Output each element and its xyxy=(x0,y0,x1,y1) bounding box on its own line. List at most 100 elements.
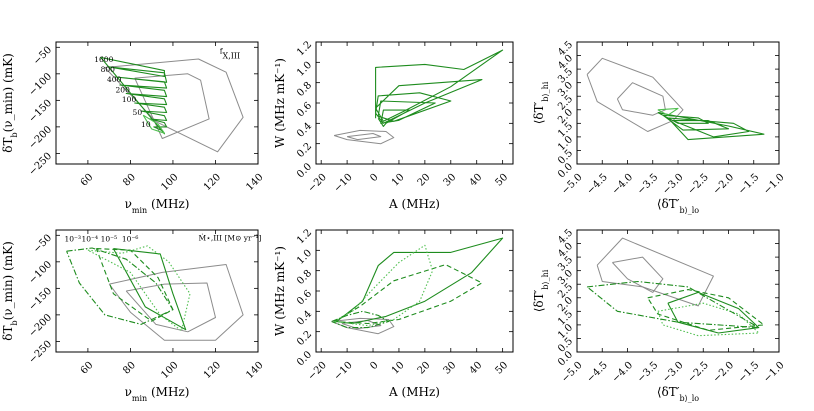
series-green-light xyxy=(142,114,165,134)
x-tick-label: 120 xyxy=(202,172,223,193)
series-green-dashed xyxy=(647,289,765,331)
y-tick-label: 1.0 xyxy=(295,60,314,79)
y-tick-label: −100 xyxy=(27,259,54,286)
x-tick-label: −1.0 xyxy=(762,172,787,197)
y-tick-label: −200 xyxy=(27,124,54,151)
series-green-solid xyxy=(336,237,504,325)
x-axis-label: A (MHz) xyxy=(388,197,440,211)
series-green-dashdot xyxy=(331,310,390,329)
y-tick-label: 0.6 xyxy=(295,288,314,307)
y-tick-label: −200 xyxy=(27,312,54,339)
x-axis-label: νmin (MHz) xyxy=(125,385,190,403)
axes-frame xyxy=(315,41,514,165)
x-tick-label: 30 xyxy=(442,172,459,189)
x-tick-label: 0 xyxy=(368,360,380,372)
x-tick-label: 50 xyxy=(494,360,511,377)
x-tick-label: −1.5 xyxy=(736,360,761,385)
axes-frame xyxy=(315,229,514,353)
y-tick-label: −150 xyxy=(27,286,54,313)
series-gray-outer xyxy=(586,57,684,132)
panel-bottom-left: 60 80 100 120 140 −50 −100−150−200−250 νmin (MH… xyxy=(1,229,266,403)
y-tick-label: 0.6 xyxy=(295,100,314,119)
y-tick-label: 1.2 xyxy=(295,39,314,58)
x-tick-label: −3.0 xyxy=(661,172,686,197)
x-axis-label: ⟨δT′b⟩_lo xyxy=(657,385,699,403)
x-tick-label: −10 xyxy=(332,172,355,195)
x-tick-label: −1.0 xyxy=(762,360,787,385)
y-tick-label: 1.2 xyxy=(295,227,314,246)
x-tick-label: 60 xyxy=(79,360,96,377)
series-gray-outer xyxy=(596,237,714,307)
x-tick-label: 140 xyxy=(244,172,265,193)
series-green-dashdot xyxy=(66,247,174,325)
annotation-label: 800 xyxy=(101,65,116,74)
x-tick-label: −2.5 xyxy=(686,360,711,385)
x-tick-label: 40 xyxy=(468,172,485,189)
x-tick-label: −1.5 xyxy=(736,172,761,197)
annotation-label: 200 xyxy=(116,85,131,94)
series-green-dashdot xyxy=(586,280,760,329)
annotation-label: 10 xyxy=(141,120,151,129)
y-tick-label: −250 xyxy=(27,151,54,178)
annotation-label: fX,III xyxy=(220,47,241,61)
panel-bottom-center: −20 −10 0 10 20 30 40 50 0.00.20.4 0.60.81.0 1.2 A … xyxy=(273,227,514,399)
x-tick-label: 100 xyxy=(159,360,180,381)
x-tick-label: 80 xyxy=(121,360,138,377)
x-tick-label: −4.5 xyxy=(585,172,610,197)
y-tick-label: −100 xyxy=(27,71,54,98)
y-axis-label: δTb(ν_min) (mK) xyxy=(1,53,19,152)
series-green-solid xyxy=(112,248,187,331)
series-green-dotted xyxy=(333,244,434,327)
series-gray-inner xyxy=(612,256,664,293)
y-tick-label: 0.2 xyxy=(295,329,314,348)
panel-top-center: −20 −10 0 10 20 30 40 50 0.00.20.4 0.60.81.0 1.2 A … xyxy=(273,39,514,211)
y-tick-label: 0.8 xyxy=(295,268,314,287)
series-green-tracks xyxy=(657,111,765,141)
y-tick-label: 4.5 xyxy=(556,227,575,246)
x-tick-label: −2.0 xyxy=(711,172,736,197)
y-tick-label: 0.2 xyxy=(295,141,314,160)
y-axis-label: ⟨δT′b⟩_hi xyxy=(532,269,550,312)
annotation-label: 50 xyxy=(133,108,143,117)
panel-bottom-right: −5.0 −4.5 −4.0 −3.5 −3.0 −2.5 −2.0 −1.5 −1.00.00… xyxy=(532,227,787,402)
y-tick-label: 0.4 xyxy=(295,121,314,140)
series-green-dotted xyxy=(87,245,191,332)
annotation-label: 100 xyxy=(122,95,137,104)
x-tick-label: 20 xyxy=(416,172,433,189)
x-tick-label: −4.0 xyxy=(610,360,635,385)
x-tick-label: 30 xyxy=(442,360,459,377)
axes-frame xyxy=(576,229,780,353)
x-tick-label: −4.0 xyxy=(610,172,635,197)
annotation-label: 10⁻³ xyxy=(65,235,82,244)
y-tick-label: 0.0 xyxy=(295,161,314,180)
series-green-light xyxy=(657,107,679,116)
x-tick-label: −20 xyxy=(306,172,329,195)
x-tick-label: 0 xyxy=(368,172,380,184)
x-tick-label: 10 xyxy=(390,360,407,377)
series-gray-outer xyxy=(108,264,244,341)
series-green-dotted xyxy=(657,302,760,337)
series-green-dashed xyxy=(333,264,483,325)
x-tick-label: 40 xyxy=(468,360,485,377)
annotation-label: 1600 xyxy=(94,55,113,64)
annotation-label: 10⁻⁶ xyxy=(122,235,139,244)
annotation-label: Ṁ⋆,III [M⊙ yr⁻¹] xyxy=(198,234,261,243)
axes-frame xyxy=(55,41,259,165)
y-tick-label: 1.0 xyxy=(295,248,314,267)
series-gray-loop xyxy=(331,317,395,335)
y-axis-label: ⟨δT′b⟩_hi xyxy=(532,81,550,124)
y-tick-label: 0.0 xyxy=(295,349,314,368)
x-tick-label: −2.0 xyxy=(711,360,736,385)
x-tick-label: −10 xyxy=(332,360,355,383)
x-tick-label: −3.5 xyxy=(635,172,660,197)
x-tick-label: −2.5 xyxy=(686,172,711,197)
y-tick-label: 0.4 xyxy=(295,309,314,328)
x-tick-label: 20 xyxy=(416,360,433,377)
series-gray-loop xyxy=(333,129,395,145)
y-tick-label: −50 xyxy=(31,233,54,256)
y-tick-label: 0.8 xyxy=(295,80,314,99)
x-tick-label: −20 xyxy=(306,360,329,383)
series-gray-outer xyxy=(104,58,244,153)
y-tick-label: 4.5 xyxy=(556,39,575,58)
x-tick-label: −3.5 xyxy=(635,360,660,385)
